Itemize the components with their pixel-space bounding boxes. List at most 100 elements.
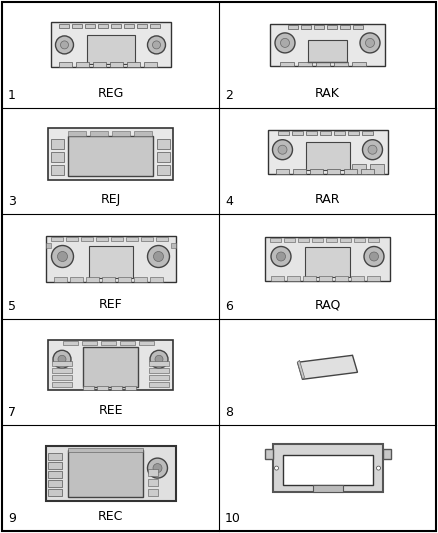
Bar	[67, 450, 142, 497]
Bar	[312, 485, 343, 492]
Bar	[326, 169, 339, 174]
Bar	[319, 276, 332, 280]
Bar	[352, 164, 365, 174]
Bar	[97, 386, 108, 390]
Bar	[117, 277, 131, 281]
Bar	[310, 169, 322, 174]
Bar	[101, 341, 116, 345]
Bar	[148, 489, 158, 496]
Bar	[305, 142, 350, 169]
Bar	[51, 152, 64, 161]
Bar	[52, 375, 72, 381]
Bar	[144, 62, 156, 67]
Bar	[83, 386, 94, 390]
Bar	[288, 25, 298, 29]
Text: 6: 6	[225, 301, 233, 313]
Bar	[308, 40, 347, 62]
Ellipse shape	[368, 145, 377, 154]
Ellipse shape	[275, 466, 279, 470]
Bar	[70, 277, 82, 281]
Bar	[157, 165, 170, 175]
Bar	[382, 449, 391, 459]
Bar	[305, 131, 317, 135]
Bar	[50, 237, 63, 240]
Bar	[47, 462, 61, 469]
Text: REE: REE	[98, 404, 123, 417]
Bar	[265, 449, 272, 459]
Bar	[280, 62, 294, 66]
Text: REC: REC	[98, 510, 123, 523]
Bar	[53, 277, 67, 281]
Text: RAK: RAK	[315, 87, 340, 100]
Text: REG: REG	[97, 87, 124, 100]
Bar	[111, 386, 122, 390]
Bar	[276, 169, 289, 174]
Bar	[51, 165, 64, 175]
Bar	[59, 25, 68, 28]
Bar	[340, 238, 351, 241]
Ellipse shape	[148, 458, 167, 478]
Text: RAQ: RAQ	[314, 298, 341, 311]
Bar	[127, 62, 139, 67]
Bar	[271, 276, 284, 280]
Bar	[149, 361, 169, 366]
Bar	[148, 479, 158, 486]
Text: 3: 3	[8, 195, 16, 207]
Bar	[66, 237, 78, 240]
Ellipse shape	[276, 252, 286, 261]
Text: 2: 2	[225, 89, 233, 102]
Bar	[48, 128, 173, 180]
Bar	[134, 277, 146, 281]
Bar	[351, 276, 364, 280]
Bar	[352, 62, 366, 66]
Bar	[283, 455, 372, 485]
Bar	[125, 386, 136, 390]
Bar	[63, 341, 78, 345]
Bar	[170, 243, 176, 247]
Bar	[67, 448, 142, 451]
Bar	[68, 131, 86, 136]
Bar	[83, 348, 138, 387]
Bar	[155, 237, 167, 240]
Ellipse shape	[377, 466, 381, 470]
Bar	[298, 238, 309, 241]
Bar	[47, 480, 61, 487]
Ellipse shape	[148, 36, 166, 54]
Bar	[149, 277, 162, 281]
Bar	[157, 152, 170, 161]
Bar	[343, 169, 357, 174]
Bar	[139, 341, 154, 345]
Bar	[110, 25, 120, 28]
Bar	[85, 277, 99, 281]
Bar	[52, 382, 72, 387]
Bar	[47, 489, 61, 496]
Text: 7: 7	[8, 406, 16, 419]
Text: 5: 5	[8, 301, 16, 313]
Bar	[278, 131, 289, 135]
Ellipse shape	[155, 356, 163, 364]
Bar	[47, 471, 61, 478]
Bar	[85, 25, 95, 28]
Text: 1: 1	[8, 89, 16, 102]
Ellipse shape	[152, 41, 160, 49]
Bar	[354, 238, 365, 241]
Bar	[305, 246, 350, 277]
Bar	[141, 237, 152, 240]
Bar	[48, 340, 173, 390]
Ellipse shape	[278, 145, 287, 154]
Text: 10: 10	[225, 512, 241, 525]
Bar	[298, 62, 312, 66]
Ellipse shape	[60, 41, 68, 49]
Bar	[124, 25, 134, 28]
Bar	[316, 62, 330, 66]
Ellipse shape	[57, 252, 67, 262]
Bar	[90, 131, 108, 136]
Bar	[149, 25, 159, 28]
Bar	[47, 453, 61, 459]
Bar	[51, 139, 64, 149]
Ellipse shape	[153, 252, 163, 262]
Bar	[82, 341, 97, 345]
Bar	[134, 131, 152, 136]
Ellipse shape	[275, 33, 295, 53]
Bar	[333, 131, 345, 135]
